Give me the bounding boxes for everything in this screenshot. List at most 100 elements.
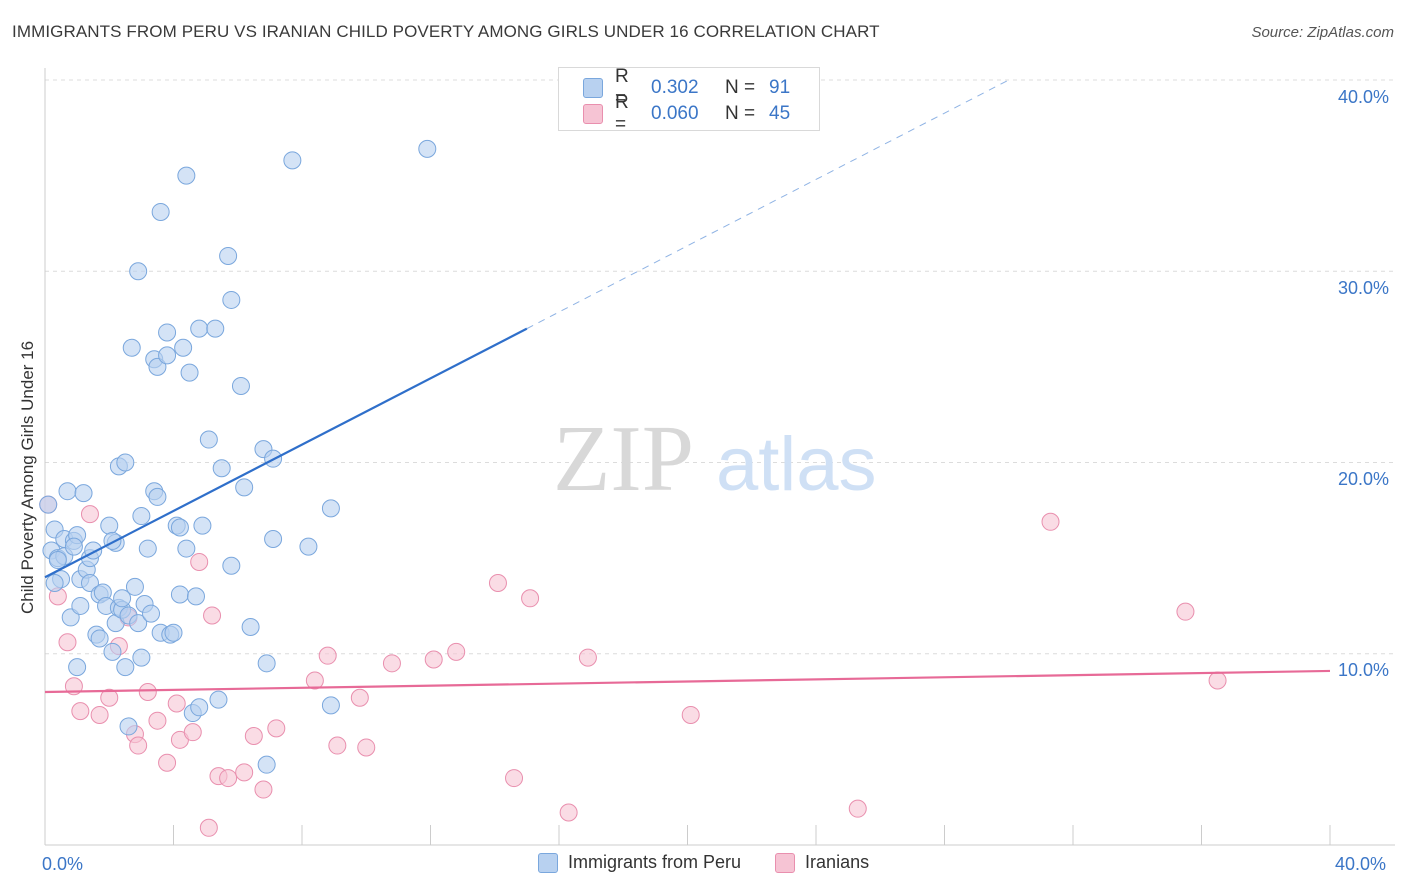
chart-title: IMMIGRANTS FROM PERU VS IRANIAN CHILD PO…	[12, 22, 880, 41]
peru-point	[129, 262, 148, 281]
peru-point	[58, 482, 77, 501]
x-tick-right: 40.0%	[1335, 854, 1387, 874]
peru-point	[64, 537, 83, 556]
iranians-point	[183, 723, 202, 742]
peru-point	[125, 577, 144, 596]
r-label: R =	[615, 92, 629, 135]
peru-point	[74, 484, 93, 503]
grid-lines	[45, 79, 1395, 655]
iranians-point	[199, 818, 218, 837]
peru-point	[222, 290, 241, 309]
iranians-point	[357, 738, 376, 757]
iranians-point	[138, 683, 157, 701]
trend-lines	[44, 79, 1331, 694]
iranians-point	[447, 642, 466, 661]
peru-point	[190, 319, 209, 338]
iranians-point	[488, 573, 507, 592]
peru-point	[90, 629, 109, 648]
stats-row-iranians: R = 0.060 N = 45	[583, 92, 809, 135]
peru-point	[190, 698, 209, 717]
series-legend: Immigrants from Peru Iranians	[538, 852, 903, 873]
peru-point	[39, 495, 58, 514]
peru-point	[170, 518, 189, 537]
peru-point	[148, 487, 167, 506]
iranians-point	[521, 589, 540, 608]
peru-point	[164, 623, 183, 642]
iranians-point	[158, 753, 177, 772]
peru-point	[132, 648, 151, 667]
peru-point	[142, 604, 161, 623]
iranians-point	[90, 705, 109, 724]
peru-point	[206, 319, 225, 338]
peru-point	[158, 323, 177, 342]
iranians-point	[148, 711, 167, 730]
peru-point	[212, 459, 231, 478]
y-axis-label: Child Poverty Among Girls Under 16	[18, 340, 37, 614]
peru-point	[283, 151, 302, 170]
iranians-point	[267, 719, 286, 738]
peru-point	[199, 430, 218, 449]
peru-point	[132, 507, 151, 526]
peru-point	[219, 246, 238, 265]
legend-label-peru: Immigrants from Peru	[568, 852, 742, 872]
peru-point	[264, 530, 283, 548]
y-tick-10: 10.0%	[1338, 660, 1390, 680]
iranians-point	[318, 646, 337, 665]
n-value: 91	[769, 77, 791, 98]
peru-point	[321, 696, 340, 715]
iranians-swatch	[583, 104, 603, 124]
iranians-point	[219, 769, 238, 788]
peru-point	[129, 614, 148, 633]
iranians-point	[254, 780, 273, 799]
iranians-point	[1176, 602, 1195, 621]
r-label: R =	[615, 66, 629, 109]
x-tick-left: 0.0%	[42, 854, 84, 874]
peru-point	[170, 585, 189, 604]
peru-point	[80, 573, 99, 592]
iranians-point	[129, 736, 148, 755]
peru-point	[103, 531, 122, 550]
axes	[44, 68, 1395, 846]
iranians-point	[424, 650, 443, 669]
n-value: 45	[769, 103, 791, 124]
peru-point	[174, 338, 193, 357]
n-label: N =	[725, 77, 756, 98]
peru-point	[177, 166, 196, 185]
iranians-point	[578, 648, 597, 667]
iranians-point	[350, 688, 369, 707]
peru-swatch	[583, 78, 603, 98]
peru-point	[177, 539, 196, 558]
r-value: 0.060	[651, 103, 699, 124]
y-tick-40: 40.0%	[1338, 87, 1390, 107]
iranians-point	[305, 671, 324, 690]
peru-point	[122, 338, 141, 357]
peru-point	[61, 608, 80, 627]
legend-item-iranians[interactable]: Iranians	[775, 852, 869, 873]
peru-point	[116, 453, 135, 472]
peru-point	[148, 357, 167, 376]
peru-point	[138, 539, 157, 558]
peru-point	[418, 139, 437, 158]
n-label: N =	[725, 103, 756, 124]
peru-point	[193, 516, 212, 535]
watermark-atlas: atlas	[716, 422, 877, 507]
peru-point	[71, 596, 90, 615]
iranians-points	[39, 495, 1227, 837]
peru-point	[299, 537, 318, 556]
peru-point	[231, 377, 250, 395]
iranians-point	[848, 799, 867, 818]
iranians-point	[190, 552, 209, 571]
watermark-zip: ZIP	[553, 407, 694, 511]
peru-point	[103, 642, 122, 661]
iranians-point	[100, 688, 119, 707]
peru-point	[321, 499, 340, 518]
iranians-point	[328, 736, 347, 755]
peru-points	[39, 139, 437, 774]
iranians-point	[1208, 671, 1227, 690]
iranians-point	[203, 606, 222, 625]
iranians-swatch	[775, 852, 796, 873]
legend-item-peru[interactable]: Immigrants from Peru	[538, 852, 741, 873]
y-tick-20: 20.0%	[1338, 469, 1390, 489]
peru-trend-line	[44, 327, 528, 579]
